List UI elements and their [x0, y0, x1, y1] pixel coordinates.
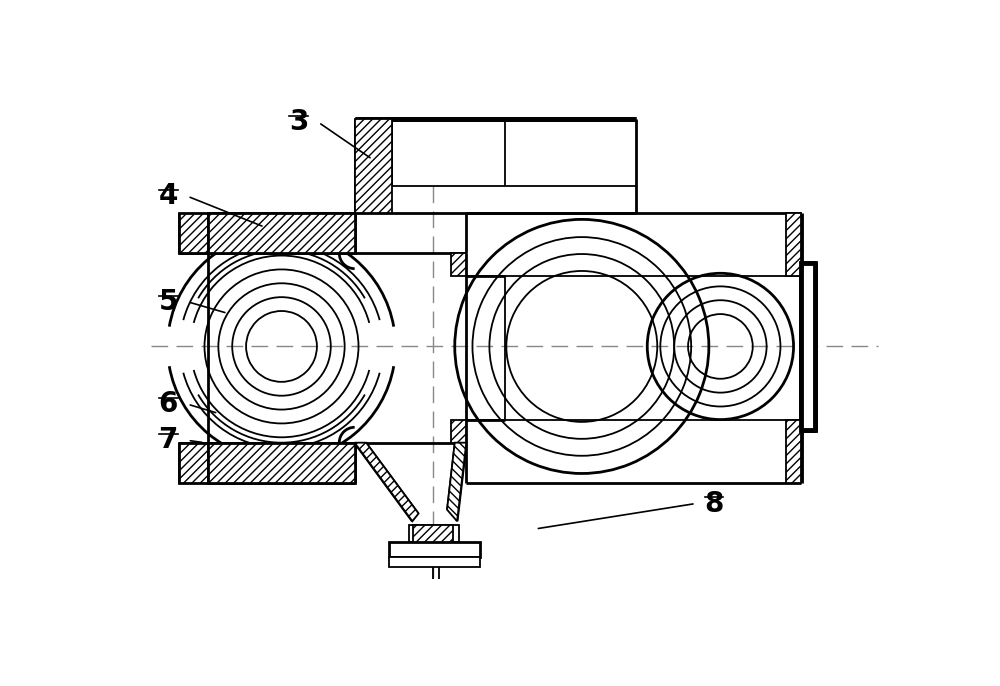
Bar — [451, 253, 466, 276]
Bar — [355, 119, 392, 213]
Text: 3: 3 — [289, 108, 308, 137]
Bar — [179, 213, 208, 253]
Polygon shape — [447, 442, 466, 521]
Bar — [389, 558, 480, 567]
Text: 8: 8 — [705, 490, 724, 517]
Bar — [409, 525, 459, 542]
Bar — [801, 263, 815, 429]
Bar — [179, 442, 208, 483]
Bar — [451, 420, 466, 442]
Text: 6: 6 — [159, 390, 178, 418]
Bar — [786, 420, 801, 483]
Bar — [208, 442, 355, 483]
Polygon shape — [355, 442, 419, 521]
Text: 5: 5 — [159, 287, 178, 316]
Bar — [786, 213, 801, 276]
Text: 4: 4 — [159, 182, 178, 211]
Bar — [413, 525, 453, 542]
Bar — [389, 542, 480, 558]
Bar — [208, 213, 355, 253]
Text: 7: 7 — [159, 427, 178, 454]
